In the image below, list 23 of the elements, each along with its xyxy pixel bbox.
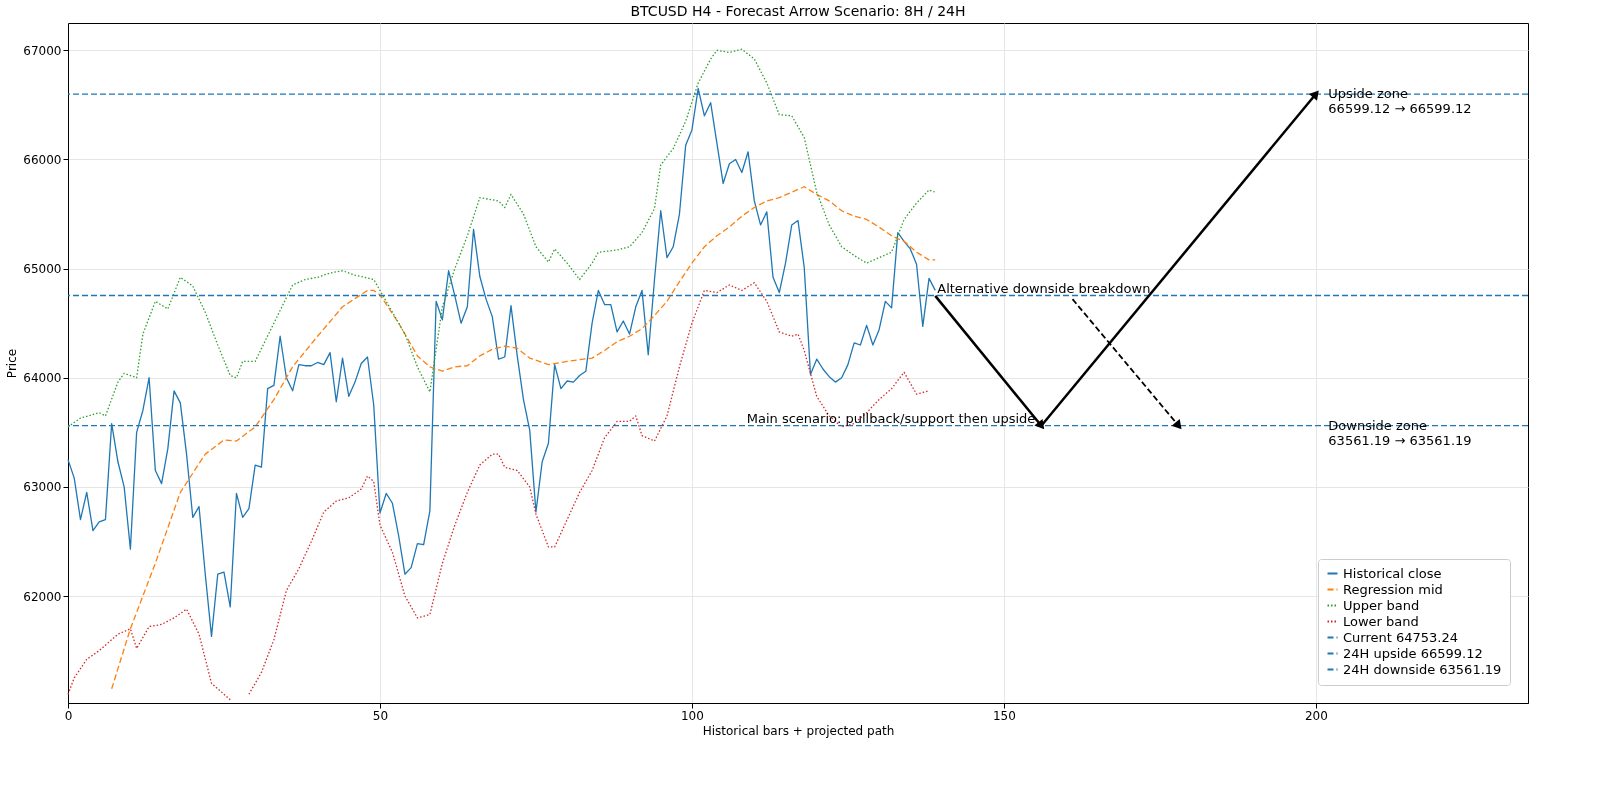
legend-label: Historical close: [1343, 565, 1442, 581]
y-tick-label: 66000: [23, 152, 62, 167]
x-tick-label: 50: [372, 708, 389, 723]
y-tick-label: 65000: [23, 262, 62, 277]
legend-label: 24H upside 66599.12: [1343, 645, 1483, 661]
legend-label: Upper band: [1343, 597, 1420, 613]
y-tick-label: 67000: [23, 43, 62, 58]
legend-label: Current 64753.24: [1343, 629, 1458, 645]
x-tick-label: 100: [680, 708, 704, 723]
annotation: Alternative downside breakdown: [937, 280, 1151, 296]
y-tick-label: 63000: [23, 480, 62, 495]
annotation: Main scenario: pullback/support then upside: [746, 410, 1036, 426]
y-tick-label: 64000: [23, 371, 62, 386]
legend-label: Lower band: [1343, 613, 1419, 629]
x-tick-label: 0: [64, 708, 73, 723]
legend-label: 24H downside 63561.19: [1343, 661, 1502, 677]
chart-title: BTCUSD H4 - Forecast Arrow Scenario: 8H / 24H: [630, 3, 966, 19]
x-tick-label: 200: [1304, 708, 1328, 723]
y-axis-title: Price: [5, 348, 20, 379]
x-axis-title: Historical bars + projected path: [702, 723, 895, 738]
x-tick-label: 150: [992, 708, 1016, 723]
legend-label: Regression mid: [1343, 581, 1443, 597]
y-tick-label: 62000: [23, 589, 62, 604]
